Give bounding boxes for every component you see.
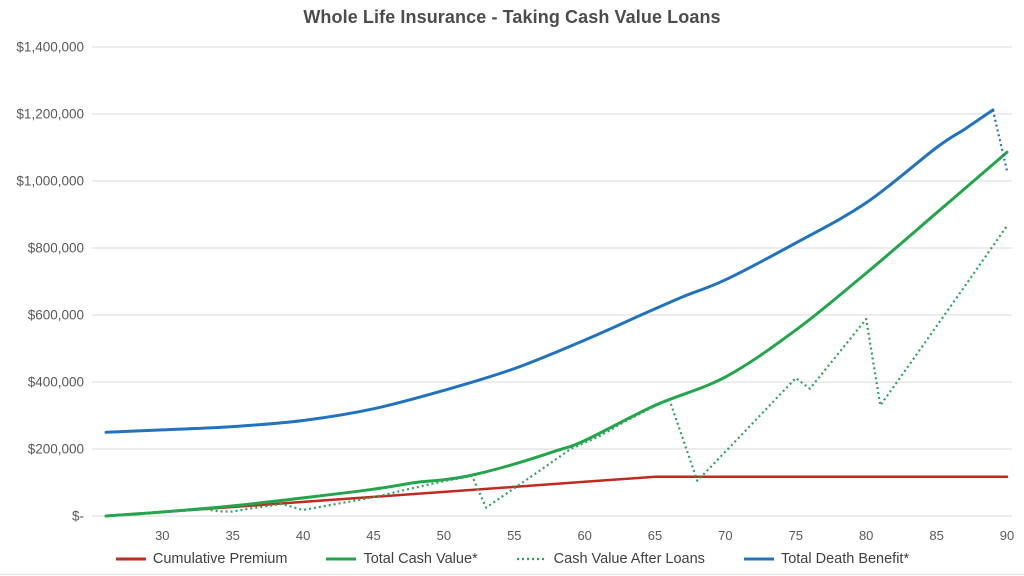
series-total-death-benefit-after-loans-drop <box>991 109 1009 172</box>
legend-item-cumulative-premium: Cumulative Premium <box>115 551 288 567</box>
legend-item-total-death-benefit: Total Death Benefit* <box>743 551 909 567</box>
legend-marker-cash-value-after-loans <box>516 557 547 561</box>
y-axis-label: $600,000 <box>28 308 84 323</box>
legend-marker-total-death-benefit <box>743 557 774 561</box>
x-axis-label: 60 <box>577 528 591 543</box>
series-total-death-benefit <box>104 108 995 434</box>
x-axis-label: 55 <box>507 528 521 543</box>
y-axis-label: $400,000 <box>28 375 84 390</box>
legend-marker-total-cash-value <box>326 557 357 561</box>
series-total-cash-value <box>104 150 1009 518</box>
legend: Cumulative Premium Total Cash Value* Cash … <box>0 547 1024 571</box>
y-axis-label: $200,000 <box>28 442 84 457</box>
y-axis-label: $1,200,000 <box>16 107 84 122</box>
legend-label: Cash Value After Loans <box>553 551 705 567</box>
x-axis-label: 40 <box>296 528 310 543</box>
legend-item-total-cash-value: Total Cash Value* <box>325 551 478 567</box>
x-axis-label: 70 <box>718 528 732 543</box>
legend-item-cash-value-after-loans: Cash Value After Loans <box>516 551 705 567</box>
x-axis-label: 65 <box>648 528 662 543</box>
legend-label: Total Cash Value* <box>363 551 478 567</box>
x-axis-label: 85 <box>929 528 943 543</box>
y-axis-label: $1,000,000 <box>16 174 84 189</box>
x-axis-label: 35 <box>225 528 239 543</box>
x-axis-label: 45 <box>366 528 380 543</box>
series-cash-value-after-loans <box>105 225 1008 518</box>
legend-label: Cumulative Premium <box>152 551 288 567</box>
x-axis-label: 30 <box>155 528 169 543</box>
legend-marker-cumulative-premium <box>115 557 146 561</box>
chart-title: Whole Life Insurance - Taking Cash Value… <box>303 7 721 27</box>
x-axis-label: 80 <box>859 528 873 543</box>
x-axis-label: 90 <box>1000 528 1014 543</box>
x-axis-label: 75 <box>789 528 803 543</box>
bottom-rule <box>0 574 1024 575</box>
y-axis-label: $1,400,000 <box>16 40 84 55</box>
y-axis-label: $- <box>72 509 84 524</box>
x-axis-label: 50 <box>437 528 451 543</box>
legend-label: Total Death Benefit* <box>780 551 910 567</box>
y-axis-label: $800,000 <box>28 241 84 256</box>
